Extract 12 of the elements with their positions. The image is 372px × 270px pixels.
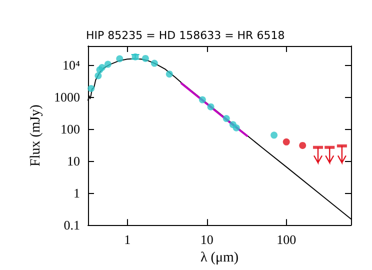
chart-title: HIP 85235 = HD 158633 = HR 6518: [86, 29, 285, 42]
x-tick-label: 10: [200, 232, 214, 248]
x-tick-label: 1: [124, 232, 131, 248]
x-tick-label: 100: [276, 232, 296, 248]
y-tick-label: 10: [67, 154, 80, 169]
y-tick-label: 1: [74, 186, 80, 201]
y-tick-label: 1000: [54, 90, 80, 105]
y-tick-label: 100: [60, 122, 80, 137]
y-axis-title: Flux (mJy): [28, 104, 44, 166]
y-tick-label: 0.1: [64, 218, 80, 233]
y-tick-label: 10⁴: [62, 58, 80, 73]
x-axis-title: λ (μm): [200, 250, 239, 266]
